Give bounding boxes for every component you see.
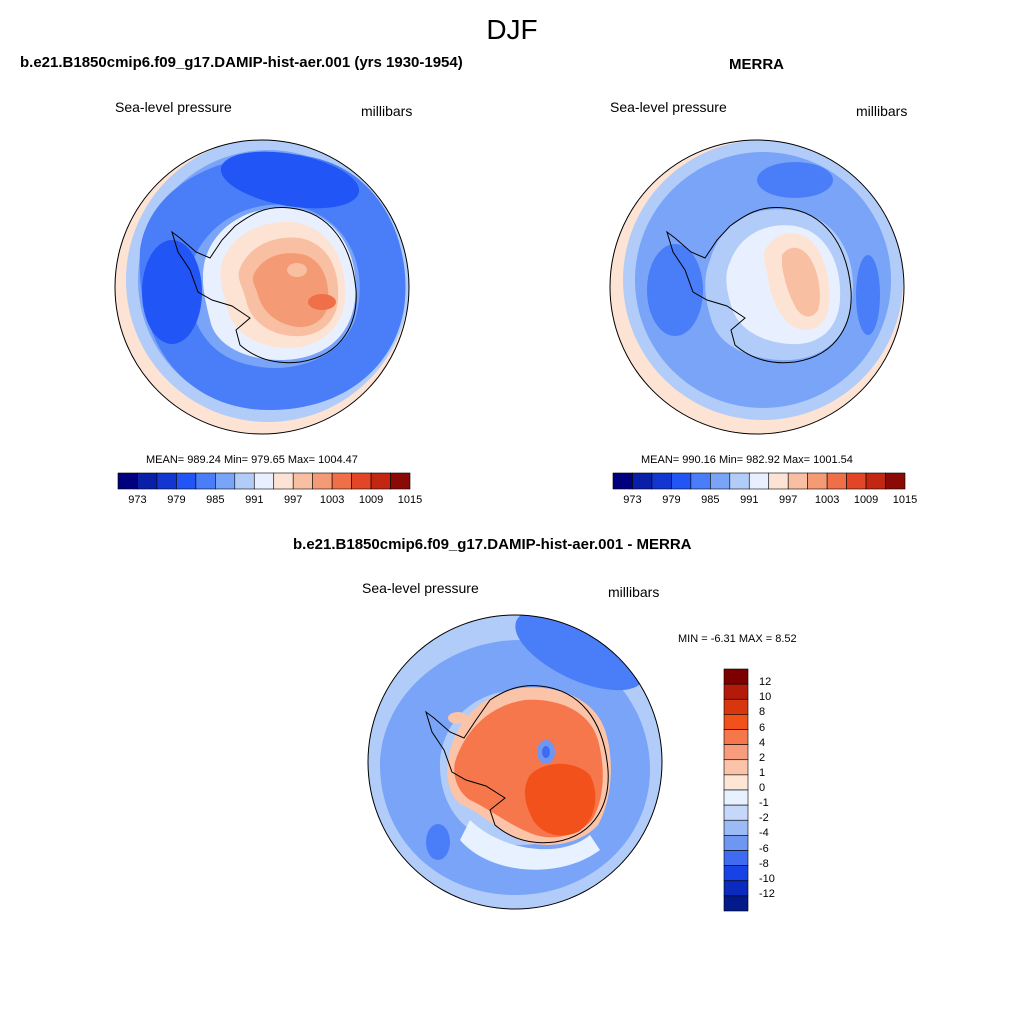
panel-1-center-pale [287, 263, 307, 277]
panel-1-low-north [220, 151, 360, 209]
panel-2-colorbar-tick: 997 [779, 494, 798, 506]
panel-1-land-red [252, 253, 329, 328]
panel-1-colorbar-tick: 997 [284, 494, 303, 506]
panel-3-light-band [460, 820, 600, 870]
panel-3-colorbar-swatch [723, 895, 749, 912]
panel-1-coastline [171, 206, 357, 364]
panel-3-colorbar-swatch [723, 714, 749, 730]
panel-3-colorbar-swatch [723, 819, 749, 836]
panel-3-colorbar-swatch [723, 865, 749, 882]
panel-1-variable-label: Sea-level pressure [115, 99, 232, 115]
panel-3-colorbar-swatch [723, 880, 749, 897]
panel-3-colorbar-swatch [723, 850, 749, 866]
panel-3-colorbar-swatch [723, 729, 749, 745]
panel-2-colorbar-tick: 985 [701, 494, 720, 506]
panel-1-stats: MEAN= 989.24 Min= 979.65 Max= 1004.47 [146, 454, 358, 466]
panel-1-colorbar-tick: 973 [128, 494, 147, 506]
panel-2-coastline [666, 206, 852, 364]
panel-3-colorbar-tick: 1 [759, 766, 766, 779]
panel-3-colorbar-tick: 0 [759, 782, 766, 794]
panel-3-colorbar-swatch [723, 759, 749, 776]
panel-3-colorbar-tick: 10 [759, 691, 772, 704]
panel-1-low-ring [139, 154, 406, 410]
panel-3-colorbar-swatch [723, 804, 749, 821]
panel-3-colorbar-tick: 4 [759, 736, 766, 749]
panel-3-colorbar-tick: -1 [759, 797, 769, 810]
panel-3-units-label: millibars [608, 584, 660, 600]
page-title: DJF [486, 14, 538, 45]
panel-3-colorbar-tick: -2 [759, 812, 769, 825]
panel-3-colorbar-tick: -4 [759, 827, 769, 840]
panel-3-colorbar [723, 668, 749, 912]
panel-1-high-peak [308, 294, 336, 310]
panel-3-low-northeast [515, 615, 645, 691]
panel-3-colorbar-swatch [723, 789, 749, 806]
panel-2-stats: MEAN= 990.16 Min= 982.92 Max= 1001.54 [641, 454, 853, 466]
panel-3-coastline [425, 685, 609, 844]
panel-2-low-east [856, 255, 880, 335]
panel-2-colorbar-tick: 1015 [892, 494, 918, 506]
panel-3-colorbar-tick: 2 [759, 751, 766, 764]
panel-2-units-label: millibars [856, 103, 908, 119]
panel-2-colorbar-tick: 979 [662, 494, 681, 506]
panel-2-colorbar-tick: 1009 [853, 494, 879, 506]
panel-3-colorbar-swatch [723, 774, 749, 791]
panel-1-colorbar-tick: 991 [245, 494, 264, 506]
panel-3-colorbar-swatch [723, 835, 749, 851]
panel-1-colorbar-tick: 979 [167, 494, 186, 506]
panel-3-colorbar-tick: -12 [759, 887, 775, 900]
panel-2-variable-label: Sea-level pressure [610, 99, 727, 115]
panel-3-colorbar-tick: -10 [759, 872, 775, 885]
panel-3-variable-label: Sea-level pressure [362, 580, 479, 596]
panel-2-colorbar-tick: 973 [623, 494, 642, 506]
panel-3-colorbar-swatch [723, 744, 749, 761]
panel-3-colorbar-tick: 12 [759, 676, 772, 689]
panel-3-colorbar-tick: -8 [759, 857, 769, 870]
panel-1-colorbar-tick: 1009 [358, 494, 384, 506]
panel-1-colorbar [117, 472, 411, 490]
panel-3-colorbar-tick: 8 [759, 706, 766, 719]
panel-2-colorbar-swatch [885, 472, 906, 490]
panel-3-pale-spot [448, 712, 468, 724]
panel-2-colorbar-tick: 1003 [814, 494, 840, 506]
panel-3-stats: MIN = -6.31 MAX = 8.52 [678, 633, 797, 645]
panel-3-colorbar-swatch [723, 698, 749, 715]
panel-1-colorbar-swatch [390, 472, 411, 490]
panel-2-low-west [647, 244, 703, 336]
panel-1-colorbar-tick: 985 [206, 494, 225, 506]
panel-3-land-red [524, 763, 596, 836]
panel-3-colorbar-swatch [723, 668, 749, 685]
panel-3-title: b.e21.B1850cmip6.f09_g17.DAMIP-hist-aer.… [293, 536, 692, 553]
panel-1-units-label: millibars [361, 103, 413, 119]
panel-2-colorbar [612, 472, 906, 490]
panel-2-colorbar-tick: 991 [740, 494, 759, 506]
panel-2-low-north [757, 162, 833, 198]
panel-2-land-orange [782, 247, 820, 317]
panel-2-title: MERRA [729, 56, 784, 73]
panel-3-colorbar-tick: 6 [759, 721, 766, 734]
panel-1-title: b.e21.B1850cmip6.f09_g17.DAMIP-hist-aer.… [20, 54, 463, 71]
panel-3-low-southwest [426, 824, 450, 860]
panel-1-colorbar-tick: 1015 [397, 494, 423, 506]
panel-3-colorbar-swatch [723, 683, 749, 700]
panel-1-colorbar-tick: 1003 [319, 494, 345, 506]
panel-3-colorbar-tick: -6 [759, 842, 769, 855]
